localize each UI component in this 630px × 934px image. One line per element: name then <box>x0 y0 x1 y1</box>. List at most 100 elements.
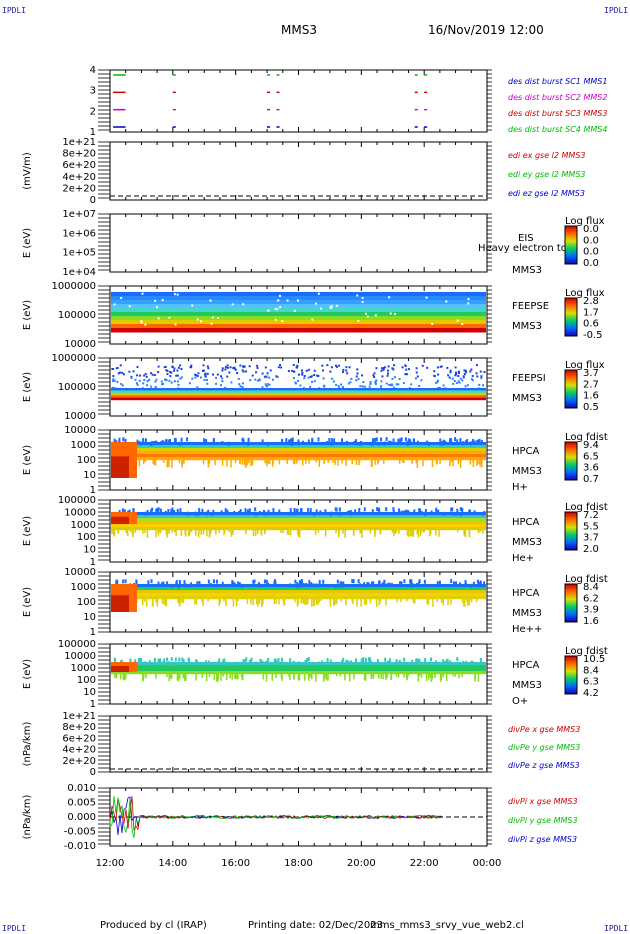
noise-dot <box>217 317 220 320</box>
noise-dot <box>164 439 167 444</box>
noise-dot <box>297 674 300 681</box>
noise-dot <box>319 510 322 515</box>
noise-dot <box>171 661 174 666</box>
noise-dot <box>114 674 116 678</box>
noise-dot <box>181 599 184 603</box>
noise-dot <box>382 368 385 371</box>
noise-dot <box>194 374 197 377</box>
noise-dot <box>277 366 280 369</box>
colorbar <box>564 225 578 265</box>
noise-dot <box>344 674 346 681</box>
noise-dot <box>275 660 278 665</box>
noise-dot <box>409 439 412 444</box>
noise-dot <box>459 460 461 463</box>
noise-dot <box>448 376 451 379</box>
noise-dot <box>440 599 443 603</box>
noise-dot <box>121 371 124 374</box>
noise-dot <box>369 383 372 386</box>
y-tick-label: 1 <box>90 127 96 138</box>
noise-dot <box>115 674 118 679</box>
noise-dot <box>353 530 355 533</box>
noise-dot <box>303 375 306 378</box>
noise-dot <box>239 509 242 514</box>
noise-dot <box>226 509 229 514</box>
spectrogram-band <box>111 515 486 519</box>
noise-dot <box>352 579 355 584</box>
divpi-series <box>109 796 443 838</box>
noise-dot <box>224 368 227 371</box>
noise-dot <box>162 661 165 666</box>
noise-dot <box>449 371 452 374</box>
noise-dot <box>217 674 219 682</box>
noise-dot <box>347 660 350 665</box>
noise-dot <box>349 381 352 384</box>
noise-dot <box>111 530 113 534</box>
noise-dot <box>454 366 457 369</box>
y-tick-label: 1000000 <box>51 281 96 292</box>
noise-dot <box>200 320 203 323</box>
noise-dot <box>346 372 349 375</box>
noise-dot <box>155 674 157 679</box>
noise-dot <box>119 364 122 367</box>
noise-dot <box>366 315 369 318</box>
noise-dot <box>146 380 149 383</box>
noise-dot <box>332 599 335 607</box>
noise-dot <box>350 377 353 380</box>
colorbar-tick: 8.4 <box>583 582 599 593</box>
noise-dot <box>383 441 386 446</box>
colorbar-tick: 2.7 <box>583 379 599 390</box>
y-tick-label: 2 <box>90 106 96 117</box>
noise-dot <box>430 674 433 682</box>
noise-dot <box>479 580 482 585</box>
noise-dot <box>162 581 165 586</box>
noise-dot <box>165 369 168 372</box>
noise-dot <box>459 511 462 516</box>
noise-dot <box>438 530 440 537</box>
noise-dot <box>227 441 230 446</box>
noise-dot <box>245 460 247 468</box>
noise-dot <box>168 316 171 319</box>
y-tick-label: 10000 <box>64 651 96 662</box>
noise-dot <box>326 441 329 446</box>
noise-dot <box>294 599 296 603</box>
noise-dot <box>416 460 419 468</box>
noise-dot <box>220 510 223 515</box>
noise-dot <box>143 378 146 381</box>
noise-dot <box>224 366 227 369</box>
noise-dot <box>280 530 282 534</box>
noise-dot <box>289 658 292 663</box>
noise-dot <box>259 658 262 663</box>
noise-dot <box>112 378 115 381</box>
noise-dot <box>161 599 164 604</box>
noise-dot <box>341 438 344 443</box>
legend-entry: divPe z gse MMS3 <box>508 761 580 770</box>
spectrogram-band <box>111 457 486 461</box>
noise-dot <box>398 530 400 534</box>
noise-dot <box>482 384 485 387</box>
noise-dot <box>374 530 376 537</box>
noise-dot <box>172 661 175 666</box>
noise-dot <box>375 367 378 370</box>
noise-dot <box>196 318 199 321</box>
noise-dot <box>429 674 432 678</box>
time-tick-label: 22:00 <box>410 858 439 869</box>
noise-dot <box>370 660 373 665</box>
noise-dot <box>261 439 264 444</box>
noise-dot <box>464 599 466 607</box>
noise-dot <box>166 373 169 376</box>
noise-dot <box>330 438 333 443</box>
noise-dot <box>166 674 168 678</box>
noise-dot <box>372 374 375 377</box>
noise-dot <box>216 373 219 376</box>
noise-dot <box>112 368 115 371</box>
noise-dot <box>461 379 464 382</box>
noise-dot <box>480 377 483 380</box>
noise-dot <box>389 312 392 315</box>
noise-dot <box>166 657 169 662</box>
noise-dot <box>176 374 179 377</box>
noise-dot <box>196 375 199 378</box>
noise-dot <box>392 510 395 515</box>
noise-dot <box>472 438 475 443</box>
noise-dot <box>273 599 276 604</box>
noise-dot <box>298 580 301 585</box>
